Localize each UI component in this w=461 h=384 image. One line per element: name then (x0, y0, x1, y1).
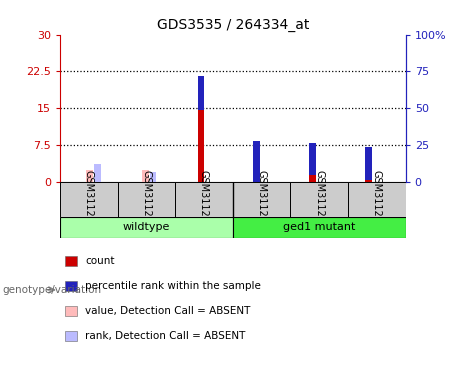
Text: GSM311268: GSM311268 (199, 170, 209, 229)
Bar (198, 76, 204, 182)
Bar (86, 170, 93, 182)
Bar (365, 147, 372, 180)
Bar (118, 182, 175, 217)
Text: ged1 mutant: ged1 mutant (283, 222, 355, 232)
Bar (309, 142, 316, 175)
Bar (254, 141, 260, 182)
Text: value, Detection Call = ABSENT: value, Detection Call = ABSENT (85, 306, 251, 316)
Text: percentile rank within the sample: percentile rank within the sample (85, 281, 261, 291)
Text: rank, Detection Call = ABSENT: rank, Detection Call = ABSENT (85, 331, 246, 341)
Bar (175, 182, 233, 217)
Text: GSM311267: GSM311267 (142, 170, 151, 229)
Text: wildtype: wildtype (123, 222, 170, 232)
Bar (233, 182, 290, 217)
Bar (348, 182, 406, 217)
Bar (309, 142, 316, 182)
Bar (233, 217, 406, 238)
Bar (198, 76, 204, 110)
Bar (254, 142, 260, 182)
Bar (94, 164, 100, 182)
Text: GSM311266: GSM311266 (84, 170, 94, 229)
Bar (365, 147, 372, 182)
Text: GSM311270: GSM311270 (314, 170, 324, 229)
Text: GSM311271: GSM311271 (372, 170, 382, 229)
Bar (60, 217, 233, 238)
Title: GDS3535 / 264334_at: GDS3535 / 264334_at (157, 18, 309, 32)
Text: genotype/variation: genotype/variation (2, 285, 101, 295)
Text: count: count (85, 256, 115, 266)
Bar (290, 182, 348, 217)
Bar (150, 172, 156, 182)
Bar (60, 182, 118, 217)
Text: GSM311269: GSM311269 (257, 170, 266, 229)
Bar (142, 170, 148, 182)
